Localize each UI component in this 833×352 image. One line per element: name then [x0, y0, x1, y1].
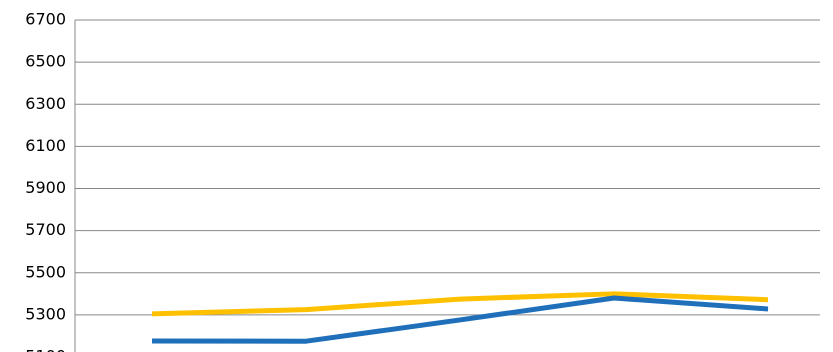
y-tick-label: 6100 [25, 136, 66, 155]
y-tick-label: 5900 [25, 178, 66, 197]
y-tick-label: 5500 [25, 262, 66, 281]
series-line [151, 291, 769, 317]
y-tick-label: 6300 [25, 94, 66, 113]
y-tick-label: 5700 [25, 220, 66, 239]
series-line [151, 295, 769, 344]
y-tick-label: 5100 [25, 347, 66, 352]
y-tick-label: 6700 [25, 10, 66, 29]
y-tick-label: 6500 [25, 52, 66, 71]
y-tick-label: 5300 [25, 304, 66, 323]
